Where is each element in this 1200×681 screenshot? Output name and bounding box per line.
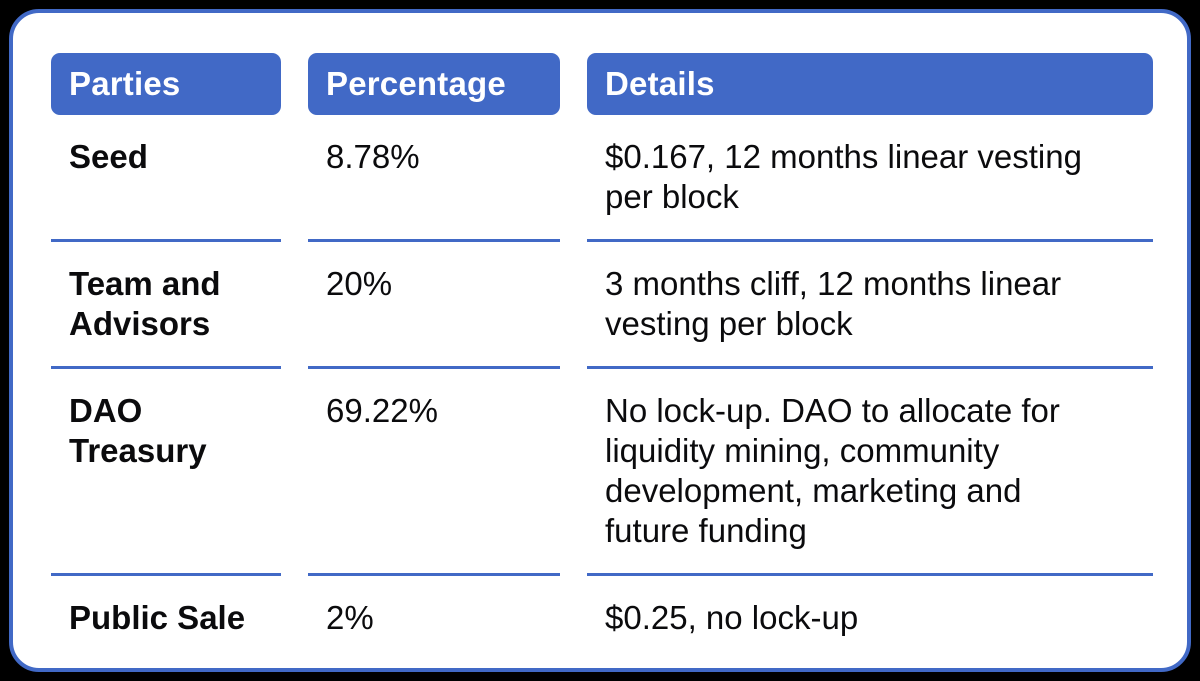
percentage-cell: 69.22% (308, 366, 560, 573)
details-cell: No lock-up. DAO to allocate for liquidit… (587, 366, 1153, 573)
details-cell: $0.25, no lock-up (587, 573, 1153, 660)
column-header-percentage: Percentage (308, 53, 560, 115)
details-cell: 3 months cliff, 12 months linear vesting… (587, 239, 1153, 366)
party-cell: Team and Advisors (51, 239, 281, 366)
percentage-cell: 20% (308, 239, 560, 366)
party-cell: Seed (69, 138, 148, 175)
party-cell: Public Sale (51, 573, 281, 660)
percentage-cell: 8.78% (326, 138, 420, 175)
percentage-cell: 2% (308, 573, 560, 660)
details-cell: $0.167, 12 months linear vesting per blo… (605, 138, 1082, 215)
party-cell: DAO Treasury (51, 366, 281, 573)
column-header-parties: Parties (51, 53, 281, 115)
allocation-table: Parties Percentage Details Seed 8.78% $0… (51, 53, 1187, 660)
token-allocation-card: Parties Percentage Details Seed 8.78% $0… (9, 9, 1191, 672)
column-header-details: Details (587, 53, 1153, 115)
